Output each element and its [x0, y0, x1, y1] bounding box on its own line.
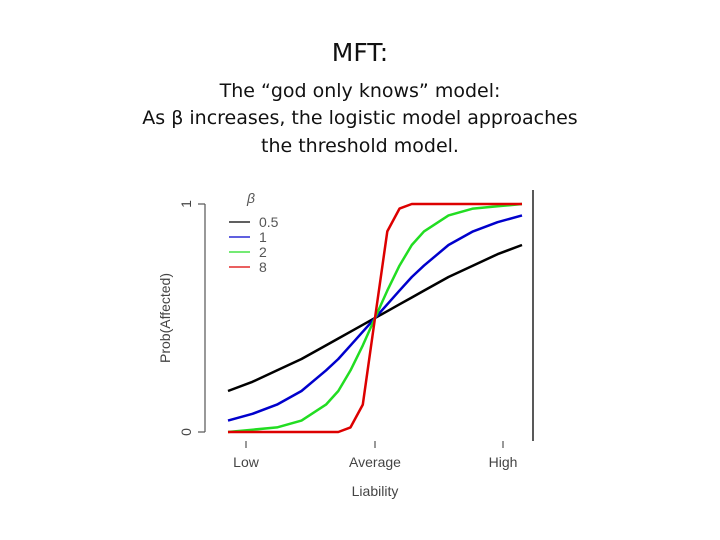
- x-tick-label-high: High: [489, 454, 518, 470]
- series-lines: [227, 202, 523, 434]
- y-tick-label-1: 1: [178, 200, 194, 208]
- legend-label-0: 0.5: [259, 214, 279, 230]
- legend-title: β: [246, 190, 255, 206]
- y-axis: 1 0 Prob(Affected): [157, 200, 206, 436]
- y-axis-title: Prob(Affected): [157, 273, 173, 363]
- slide-title: MFT:: [331, 38, 389, 67]
- x-tick-label-average: Average: [349, 454, 401, 470]
- legend-label-1: 1: [259, 229, 267, 245]
- subtitle-line-2: As β increases, the logistic model appro…: [142, 107, 578, 129]
- series-line-3: [228, 202, 522, 434]
- legend-label-2: 2: [259, 244, 267, 260]
- subtitle-line-3: the threshold model.: [261, 135, 459, 157]
- x-tick-label-low: Low: [233, 454, 260, 470]
- subtitle-line-1: The “god only knows” model:: [219, 80, 501, 102]
- y-tick-label-0: 0: [178, 428, 194, 436]
- x-axis-title: Liability: [352, 483, 399, 499]
- legend-label-3: 8: [259, 259, 267, 275]
- x-axis: Low Average High Liability: [233, 441, 517, 499]
